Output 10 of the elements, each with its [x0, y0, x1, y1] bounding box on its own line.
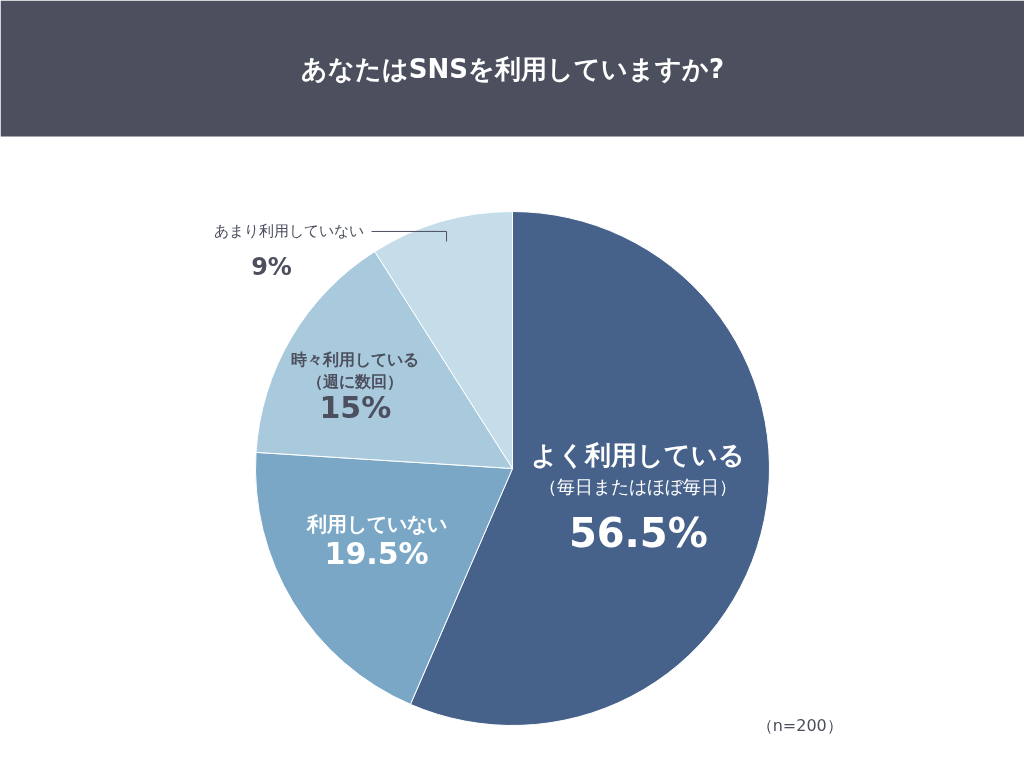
data-label: 19.5%	[324, 536, 429, 572]
chart-title: あなたはSNSを利用していますか?	[300, 53, 725, 84]
data-label: 15%	[319, 389, 392, 425]
slice-label: あまり利用していない	[213, 222, 364, 241]
data-label: 56.5%	[568, 509, 708, 556]
slice-label: よく利用している（毎日またはほぼ毎日）	[531, 439, 746, 498]
text: （n=200）	[756, 716, 843, 735]
slice-label: 利用していない	[305, 511, 447, 536]
slice-label: 時々利用している（週に数回）	[291, 349, 420, 391]
data-label: 9%	[251, 253, 292, 282]
